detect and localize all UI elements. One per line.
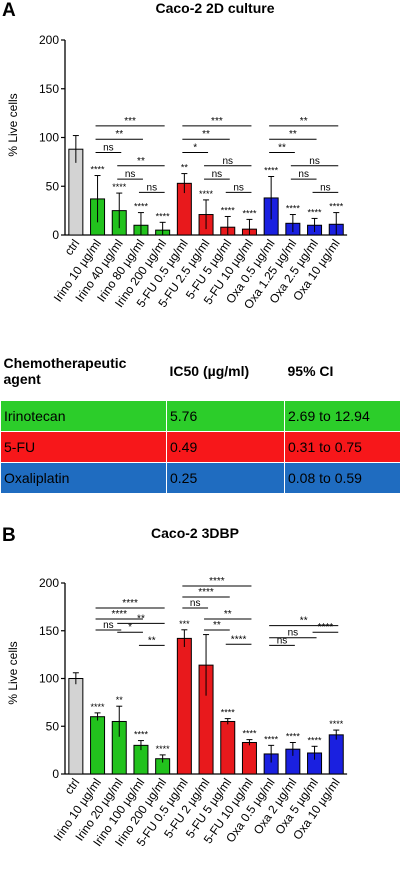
comparison-label: ** (289, 129, 297, 140)
y-tick-label: 150 (39, 82, 59, 96)
cell-ci: 0.08 to 0.59 (284, 461, 401, 494)
significance-label: *** (179, 619, 190, 629)
y-tick-label: 100 (39, 672, 59, 686)
comparison-label: ns (147, 182, 158, 193)
comparison-label: ns (125, 169, 136, 180)
significance-label: **** (221, 205, 236, 215)
comparison-label: ** (137, 156, 145, 167)
comparison-label: **** (111, 609, 127, 620)
comparison-label: **** (318, 622, 334, 633)
cell-ic50: 5.76 (166, 399, 285, 432)
table-header-row: Chemotherapeutic agent IC50 (µg/ml) 95% … (1, 342, 401, 400)
header-agent: Chemotherapeutic agent (3, 354, 127, 387)
significance-label: **** (242, 208, 257, 218)
bar (176, 637, 192, 775)
comparison-label: ns (222, 156, 233, 167)
significance-label: **** (156, 744, 171, 754)
cell-ci: 2.69 to 12.94 (284, 399, 401, 432)
panel-letter-b: B (2, 525, 16, 546)
y-tick-label: 50 (46, 179, 60, 193)
comparison-label: ns (233, 182, 244, 193)
y-tick-label: 50 (46, 719, 60, 733)
bar-chart-2d-culture: A Caco-2 2D culture % Live cells 0 50 100 1… (2, 0, 348, 312)
significance-label: **** (329, 202, 344, 212)
comparison-label: ns (103, 620, 114, 631)
y-tick-label: 0 (52, 767, 59, 781)
y-tick-label: 200 (39, 576, 59, 590)
comparison-label: ns (103, 143, 114, 154)
bar-chart-3dbp: B Caco-2 3DBP % Live cells 050100150200c… (2, 525, 348, 849)
comparison-label: * (128, 622, 132, 633)
comparison-label: ** (137, 613, 145, 624)
y-tick-label: 100 (39, 131, 59, 145)
comparison-label: **** (122, 598, 138, 609)
significance-label: **** (91, 702, 106, 712)
chart-title: Caco-2 3DBP (151, 525, 239, 541)
table-row-oxaliplatin: Oxaliplatin 0.25 0.08 to 0.59 (0, 461, 401, 494)
significance-label: **** (286, 731, 301, 741)
significance-label: **** (112, 182, 127, 192)
significance-label: **** (264, 734, 279, 744)
significance-label: ** (181, 163, 189, 173)
comparison-label: *** (211, 116, 223, 127)
significance-label: ** (116, 695, 124, 705)
ic50-table: Chemotherapeutic agent IC50 (µg/ml) 95% … (0, 342, 401, 494)
comparison-label: * (193, 143, 197, 154)
comparison-label: ** (202, 129, 210, 140)
significance-label: **** (264, 166, 279, 176)
significance-label: **** (199, 189, 214, 199)
y-tick-label: 150 (39, 624, 59, 638)
comparison-label: ns (320, 182, 331, 193)
comparison-label: ** (115, 129, 123, 140)
significance-label: **** (308, 735, 323, 745)
bar (68, 678, 84, 775)
comparison-label: **** (198, 587, 214, 598)
significance-label: **** (91, 165, 106, 175)
comparison-label: ns (298, 169, 309, 180)
comparison-label: ** (148, 635, 156, 646)
cell-ic50: 0.49 (166, 430, 285, 463)
table-row-5fu: 5-FU 0.49 0.31 to 0.75 (0, 430, 401, 463)
comparison-label: *** (124, 116, 136, 127)
significance-label: **** (221, 708, 236, 718)
significance-label: **** (308, 207, 323, 217)
bar (328, 734, 344, 775)
y-axis-label: % Live cells (6, 641, 20, 704)
bar (241, 741, 257, 775)
header-ic50: IC50 (µg/ml) (169, 362, 250, 379)
y-tick-label: 0 (52, 228, 59, 242)
comparison-label: **** (209, 576, 225, 587)
significance-label: **** (286, 204, 301, 214)
cell-ci: 0.31 to 0.75 (284, 430, 401, 463)
comparison-label: ** (224, 609, 232, 620)
y-tick-label: 200 (39, 33, 59, 47)
comparison-label: ** (278, 143, 286, 154)
significance-label: **** (134, 202, 149, 212)
table-row-irinotecan: Irinotecan 5.76 2.69 to 12.94 (0, 399, 401, 432)
cell-agent: Irinotecan (0, 399, 167, 432)
y-axis-label: % Live cells (6, 93, 20, 156)
significance-label: **** (242, 729, 257, 739)
significance-label: **** (329, 719, 344, 729)
comparison-label: **** (231, 634, 247, 645)
cell-agent: 5-FU (0, 430, 167, 463)
comparison-label: ** (213, 620, 221, 631)
comparison-label: ns (277, 635, 288, 646)
cell-ic50: 0.25 (166, 461, 285, 494)
bar (90, 716, 106, 775)
chart-title: Caco-2 2D culture (155, 0, 274, 16)
comparison-label: ns (288, 628, 299, 639)
comparison-label: ** (300, 616, 308, 627)
comparison-label: ns (190, 598, 201, 609)
bar (220, 720, 236, 775)
header-ci: 95% CI (287, 362, 334, 379)
significance-label: **** (156, 211, 171, 221)
comparison-label: ns (309, 156, 320, 167)
panel-letter-a: A (2, 0, 16, 21)
cell-agent: Oxaliplatin (0, 461, 167, 494)
comparison-label: ns (212, 169, 223, 180)
comparison-label: ** (300, 116, 308, 127)
significance-label: **** (134, 730, 149, 740)
